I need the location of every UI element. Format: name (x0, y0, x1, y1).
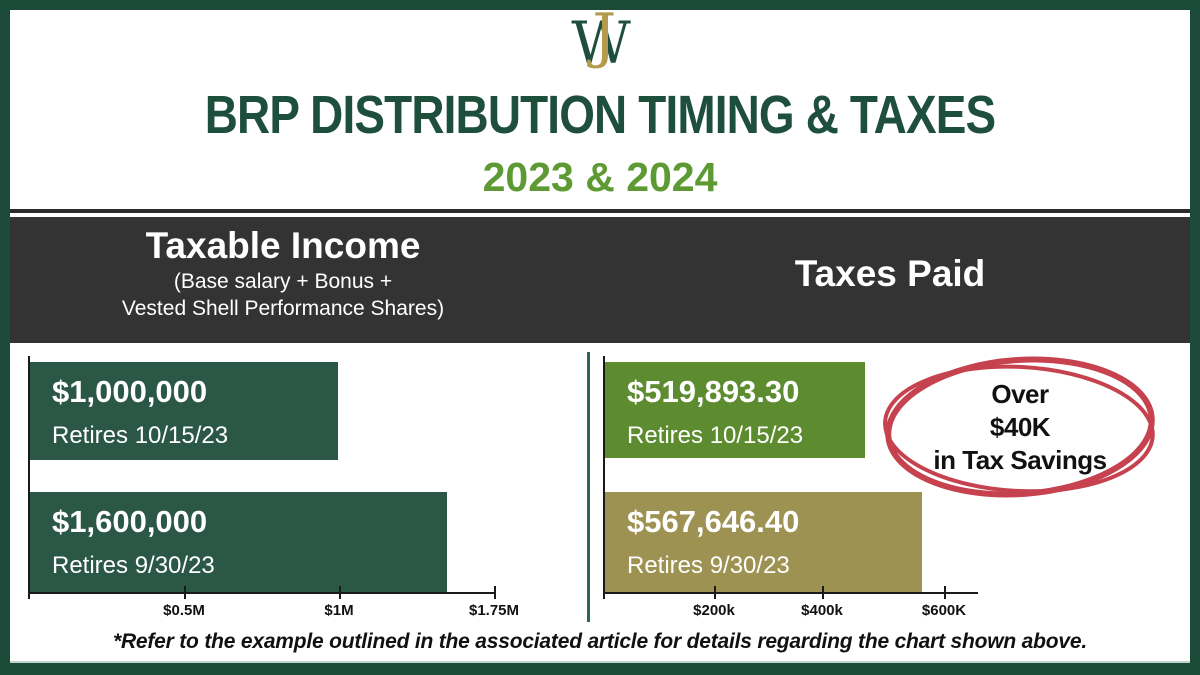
taxes-bar-retires-9-30-23: $567,646.40 Retires 9/30/23 (605, 492, 922, 592)
taxes-bar-2-category: Retires 9/30/23 (627, 552, 790, 579)
taxes-bar-2-value: $567,646.40 (627, 504, 800, 539)
taxes-paid-header: Taxes Paid (600, 253, 1180, 296)
taxes-paid-title: Taxes Paid (794, 253, 986, 294)
income-x-axis-tick-1m (339, 586, 341, 599)
taxable-income-subtitle-line1: (Base salary + Bonus + (173, 269, 393, 293)
footnote: *Refer to the example outlined in the as… (112, 630, 1088, 653)
taxes-bar-1-value: $519,893.30 (627, 374, 800, 409)
taxes-bar-retires-10-15-23: $519,893.30 Retires 10/15/23 (605, 362, 865, 458)
income-bar-2-category: Retires 9/30/23 (52, 552, 215, 579)
logo-letter-j-icon: J (592, 1, 617, 71)
taxes-chart-y-axis (603, 356, 605, 594)
taxes-chart-x-axis (603, 592, 978, 594)
income-bar-1-category: Retires 10/15/23 (52, 422, 229, 449)
tax-savings-line-1: Over (991, 378, 1049, 409)
taxes-x-tick-label-400k: $400k (801, 602, 843, 619)
logo: W J (555, 1, 645, 86)
column-header-banner: Taxable Income (Base salary + Bonus + Ve… (10, 217, 1190, 343)
page-subtitle: 2023 & 2024 (482, 154, 718, 200)
income-chart-y-axis (28, 356, 30, 594)
taxes-x-axis-tick-400k (822, 586, 824, 599)
income-bar-retires-9-30-23: $1,600,000 Retires 9/30/23 (30, 492, 447, 592)
taxes-x-tick-label-200k: $200k (693, 602, 735, 619)
frame-border-accent (10, 661, 1190, 663)
taxes-x-axis-tick-200k (714, 586, 716, 599)
income-x-tick-label-0-5m: $0.5M (163, 602, 205, 619)
taxes-x-axis-tick-600k (944, 586, 946, 599)
income-x-tick-label-1-75m: $1.75M (468, 602, 520, 619)
income-chart-x-axis (28, 592, 496, 594)
taxes-x-tick-label-600k: $600K (921, 602, 967, 619)
chart-divider (587, 352, 590, 622)
income-bar-retires-10-15-23: $1,000,000 Retires 10/15/23 (30, 362, 338, 460)
logo-letter-w-icon: W (571, 9, 631, 77)
taxable-income-title: Taxable Income (145, 225, 421, 266)
hand-drawn-ellipse-icon (883, 356, 1155, 498)
tax-savings-annotation: Over $40K in Tax Savings (880, 350, 1160, 505)
income-bar-1-value: $1,000,000 (52, 374, 208, 409)
income-x-tick-label-1m: $1M (324, 602, 354, 619)
income-bar-2-value: $1,600,000 (52, 504, 208, 539)
tax-savings-line-2: $40K (989, 411, 1051, 442)
income-x-axis-tick-origin (28, 586, 30, 599)
tax-savings-line-3: in Tax Savings (933, 445, 1107, 476)
taxes-bar-1-category: Retires 10/15/23 (627, 422, 804, 449)
income-x-axis-tick-1-75m (494, 586, 496, 599)
page-title: BRP DISTRIBUTION TIMING & TAXES (204, 85, 996, 145)
taxable-income-header: Taxable Income (Base salary + Bonus + Ve… (10, 225, 556, 322)
tax-savings-text: Over $40K in Tax Savings (880, 350, 1160, 505)
banner-top-line (10, 209, 1190, 213)
taxable-income-subtitle-line2: Vested Shell Performance Shares) (121, 296, 445, 320)
taxes-x-axis-tick-origin (603, 586, 605, 599)
income-x-axis-tick-0-5m (184, 586, 186, 599)
